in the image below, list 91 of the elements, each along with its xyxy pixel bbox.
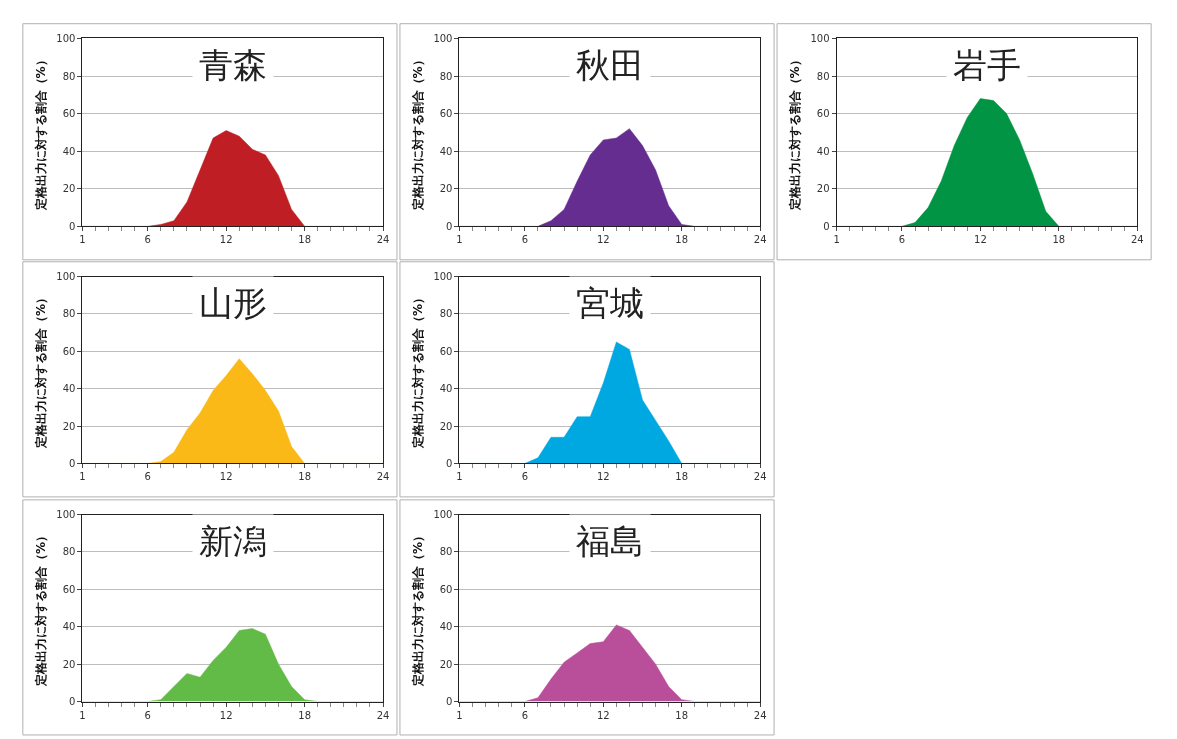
y-tick-label: 20	[62, 420, 76, 432]
x-tick-label: 6	[521, 471, 529, 483]
y-tick-label: 0	[446, 220, 453, 232]
y-tick-label: 20	[439, 420, 453, 432]
y-axis-title: 定格出力に対する割合（%）	[410, 291, 425, 450]
x-tick-label: 18	[675, 709, 689, 721]
chart-title: 新潟	[199, 521, 267, 561]
x-tick-label: 1	[833, 234, 840, 246]
y-tick-label: 100	[433, 271, 453, 283]
chart-title: 青森	[199, 45, 267, 85]
y-tick-label: 80	[439, 546, 453, 558]
x-tick-label: 1	[456, 709, 463, 721]
y-tick-label: 40	[62, 383, 76, 395]
x-tick-label: 18	[675, 471, 689, 483]
x-tick-label: 12	[219, 471, 233, 483]
x-tick-label: 6	[521, 709, 529, 721]
y-tick-label: 20	[439, 183, 453, 195]
y-tick-label: 100	[810, 32, 830, 44]
x-tick-label: 18	[675, 234, 689, 246]
x-tick-label: 18	[298, 709, 311, 721]
x-tick-label: 24	[376, 709, 390, 721]
y-tick-label: 0	[823, 220, 830, 232]
x-tick-label: 24	[376, 471, 390, 483]
x-tick-label: 1	[456, 471, 463, 483]
x-tick-label: 12	[219, 234, 233, 246]
y-axis-title: 定格出力に対する割合（%）	[410, 530, 425, 688]
y-tick-label: 80	[62, 308, 76, 320]
chart-title: 福島	[576, 521, 644, 561]
x-tick-label: 24	[753, 471, 767, 483]
y-tick-label: 60	[439, 583, 453, 595]
y-tick-label: 80	[439, 70, 453, 82]
y-tick-label: 100	[56, 509, 76, 521]
y-axis-title: 定格出力に対する割合（%）	[410, 54, 425, 212]
x-tick-label: 6	[144, 234, 151, 246]
x-tick-label: 24	[1130, 234, 1144, 246]
y-tick-label: 0	[446, 457, 453, 469]
x-tick-label: 1	[456, 234, 463, 246]
y-tick-label: 40	[816, 145, 830, 157]
x-tick-label: 24	[753, 234, 767, 246]
y-tick-label: 80	[439, 308, 453, 320]
x-tick-label: 6	[144, 471, 151, 483]
y-tick-label: 0	[69, 457, 76, 469]
x-tick-label: 18	[298, 234, 311, 246]
y-tick-label: 0	[69, 696, 76, 708]
x-tick-label: 18	[298, 471, 311, 483]
y-tick-label: 40	[439, 145, 453, 157]
x-tick-label: 6	[521, 234, 529, 246]
y-tick-label: 60	[62, 108, 76, 120]
chart-title: 宮城	[576, 283, 644, 323]
y-tick-label: 60	[816, 108, 830, 120]
y-tick-label: 20	[816, 183, 830, 195]
y-tick-label: 60	[439, 345, 453, 357]
chart-title: 岩手	[953, 45, 1021, 85]
y-axis-title: 定格出力に対する割合（%）	[33, 291, 48, 450]
x-tick-label: 12	[596, 709, 610, 721]
y-tick-label: 40	[439, 621, 453, 633]
y-tick-label: 20	[439, 658, 453, 670]
x-tick-label: 1	[79, 709, 86, 721]
y-tick-label: 60	[439, 108, 453, 120]
y-tick-label: 20	[62, 658, 76, 670]
x-tick-label: 18	[1052, 234, 1066, 246]
x-tick-label: 1	[79, 234, 86, 246]
y-tick-label: 80	[816, 70, 830, 82]
y-tick-label: 60	[62, 583, 76, 595]
y-axis-title: 定格出力に対する割合（%）	[787, 54, 802, 212]
y-tick-label: 20	[62, 183, 76, 195]
y-tick-label: 40	[439, 383, 453, 395]
y-tick-label: 80	[62, 546, 76, 558]
x-tick-label: 24	[376, 234, 390, 246]
chart-title: 山形	[199, 283, 267, 323]
y-tick-label: 0	[69, 220, 76, 232]
y-tick-label: 100	[433, 32, 453, 44]
y-tick-label: 60	[62, 345, 76, 357]
y-axis-title: 定格出力に対する割合（%）	[33, 530, 48, 688]
y-tick-label: 40	[62, 621, 76, 633]
y-tick-label: 100	[56, 271, 76, 283]
x-tick-label: 12	[219, 709, 233, 721]
chart-title: 秋田	[576, 45, 644, 85]
x-tick-label: 12	[974, 234, 987, 246]
x-tick-label: 24	[753, 709, 767, 721]
y-axis-title: 定格出力に対する割合（%）	[33, 54, 48, 212]
y-tick-label: 0	[446, 696, 453, 708]
x-tick-label: 6	[898, 234, 906, 246]
y-tick-label: 100	[56, 32, 76, 44]
x-tick-label: 1	[79, 471, 86, 483]
y-tick-label: 40	[62, 145, 76, 157]
x-tick-label: 12	[596, 471, 610, 483]
y-tick-label: 100	[433, 509, 453, 521]
x-tick-label: 12	[596, 234, 610, 246]
y-tick-label: 80	[62, 70, 76, 82]
x-tick-label: 6	[144, 709, 151, 721]
